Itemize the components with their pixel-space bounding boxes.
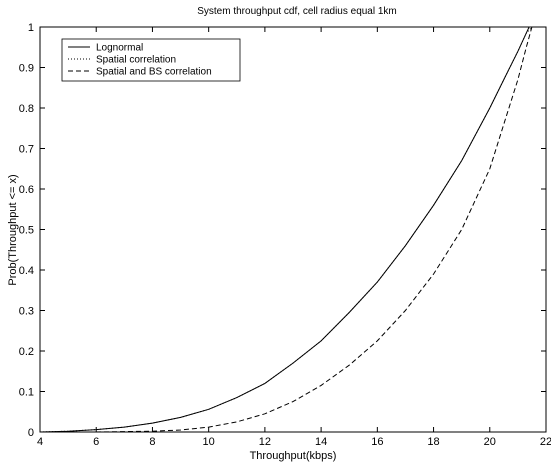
x-tick-label: 20	[484, 436, 496, 448]
x-tick-label: 4	[37, 436, 43, 448]
x-tick-label: 6	[93, 436, 99, 448]
chart-title: System throughput cdf, cell radius equal…	[197, 6, 397, 17]
series-line-3	[40, 26, 533, 433]
x-tick-label: 8	[149, 436, 155, 448]
x-axis: 4 6 8 10 12 14 16 18 20 22	[37, 27, 551, 448]
y-tick-label: 0.8	[19, 103, 34, 115]
x-tick-label: 18	[427, 436, 439, 448]
plot-area	[39, 26, 547, 433]
y-tick-label: 0.3	[19, 306, 34, 318]
legend-label-1: Lognormal	[96, 43, 143, 54]
y-axis: 0 0.1 0.2 0.3 0.4 0.5 0.6 0.7 0.8 0.9 1	[19, 22, 546, 439]
x-axis-label: Throughput(kbps)	[250, 450, 337, 462]
y-tick-label: 1	[28, 22, 34, 34]
series-lines	[39, 26, 533, 433]
x-tick-label: 22	[540, 436, 551, 448]
x-tick-label: 10	[203, 436, 215, 448]
series-line-2	[39, 26, 533, 433]
y-axis-label: Prob(Throughput <= x)	[7, 174, 19, 285]
y-tick-label: 0.7	[19, 144, 34, 156]
legend-label-2: Spatial correlation	[96, 55, 176, 66]
x-tick-label: 16	[371, 436, 383, 448]
x-tick-label: 14	[315, 436, 327, 448]
legend-box	[61, 38, 241, 82]
y-tick-label: 0.2	[19, 346, 34, 358]
x-tick-label: 12	[259, 436, 271, 448]
y-tick-label: 0	[28, 427, 34, 439]
y-tick-label: 0.9	[19, 63, 34, 75]
y-tick-label: 0.4	[19, 265, 34, 277]
y-tick-label: 0.6	[19, 184, 34, 196]
legend-label-3: Spatial and BS correlation	[96, 67, 212, 78]
y-tick-label: 0.1	[19, 387, 34, 399]
y-tick-label: 0.5	[19, 225, 34, 237]
